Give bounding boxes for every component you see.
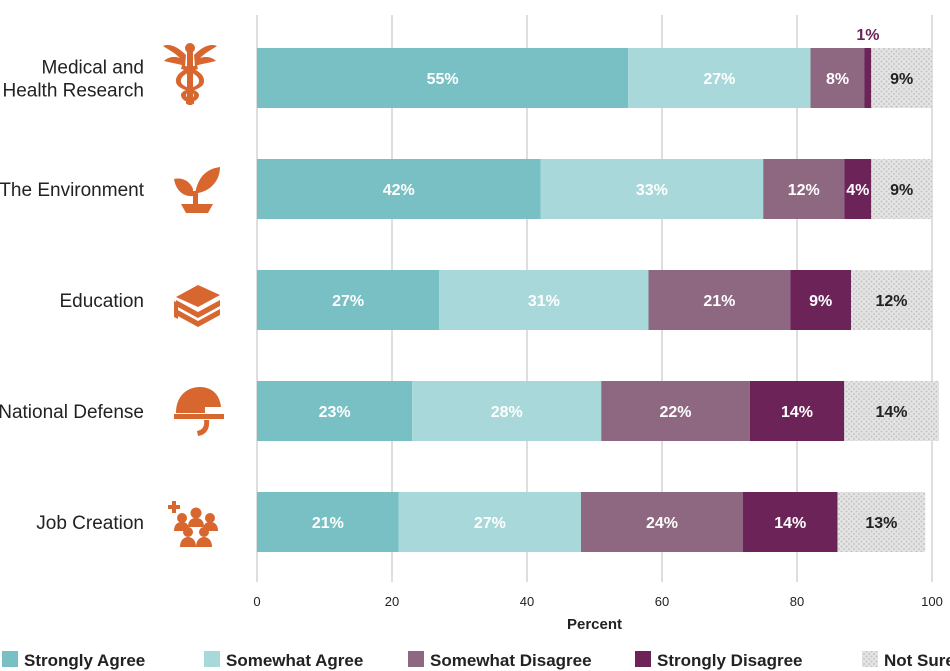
tick-label: 80: [790, 594, 804, 609]
legend-item: Strongly Agree: [2, 651, 145, 670]
bar-segment: [398, 492, 581, 552]
caduceus-icon: [163, 43, 217, 105]
data-label: 27%: [474, 515, 506, 532]
legend-label: Not Sure: [884, 651, 950, 670]
data-label: 21%: [312, 515, 344, 532]
data-label: 27%: [332, 293, 364, 310]
data-label: 14%: [774, 515, 806, 532]
legend-label: Somewhat Agree: [226, 651, 363, 670]
military-helmet-icon: [174, 387, 224, 436]
data-label: 4%: [846, 182, 869, 199]
data-label: 14%: [781, 404, 813, 421]
bar-segment: [412, 381, 602, 441]
data-label: 33%: [636, 182, 668, 199]
tick-label: 20: [385, 594, 399, 609]
data-label: 22%: [659, 404, 691, 421]
data-label: 13%: [865, 515, 897, 532]
bar-segment: [257, 159, 541, 219]
books-icon: [174, 285, 220, 327]
legend-label: Strongly Disagree: [657, 651, 803, 670]
bar-segment: [257, 492, 399, 552]
plant-sprout-icon: [174, 167, 220, 213]
category-label: Health Research: [2, 81, 144, 102]
tick-label: 100: [921, 594, 943, 609]
data-label: 12%: [875, 293, 907, 310]
legend-item: Not Sure: [862, 651, 950, 670]
category-label: Education: [59, 291, 144, 312]
data-label: 23%: [319, 404, 351, 421]
legend-item: Somewhat Agree: [204, 651, 363, 670]
bar-segment: [743, 492, 838, 552]
bar-segment: [257, 48, 629, 108]
category-label: The Environment: [0, 180, 145, 201]
bar-segment: [871, 48, 932, 108]
category-label: Job Creation: [36, 513, 144, 534]
bar-segment: [851, 270, 932, 330]
legend-swatch: [862, 651, 878, 667]
people-group-plus-icon: [168, 501, 218, 547]
data-label: 12%: [788, 182, 820, 199]
tick-label: 60: [655, 594, 669, 609]
tick-label: 0: [253, 594, 260, 609]
bar-segment: [257, 381, 413, 441]
bar-segment: [837, 492, 926, 552]
bar-segment: [439, 270, 649, 330]
bar-segment: [601, 381, 750, 441]
data-label: 9%: [809, 293, 832, 310]
bar-segment: [864, 48, 872, 108]
legend-label: Strongly Agree: [24, 651, 145, 670]
data-label: 55%: [427, 71, 459, 88]
legend-swatch: [408, 651, 424, 667]
bar-segment: [648, 270, 791, 330]
bar-segment: [581, 492, 743, 552]
data-label: 21%: [703, 293, 735, 310]
tick-label: 40: [520, 594, 534, 609]
bar-segment: [871, 159, 932, 219]
bar-segment: [540, 159, 764, 219]
data-label: 9%: [890, 71, 913, 88]
legend-item: Somewhat Disagree: [408, 651, 592, 670]
data-label: 24%: [646, 515, 678, 532]
bar-segment: [844, 381, 939, 441]
data-label: 28%: [491, 404, 523, 421]
data-label: 31%: [528, 293, 560, 310]
category-label: National Defense: [0, 402, 144, 423]
bar-segment: [810, 48, 865, 108]
bar-segment: [844, 159, 872, 219]
legend-item: Strongly Disagree: [635, 651, 803, 670]
bar-segment: [749, 381, 845, 441]
legend-swatch: [635, 651, 651, 667]
bar-segment: [790, 270, 851, 330]
bar-segment: [628, 48, 811, 108]
data-label: 8%: [826, 71, 849, 88]
x-axis-title: Percent: [567, 616, 622, 633]
category-label: Medical and: [42, 58, 144, 79]
legend-swatch: [204, 651, 220, 667]
data-label: 42%: [383, 182, 415, 199]
legend-label: Somewhat Disagree: [430, 651, 592, 670]
legend-swatch: [2, 651, 18, 667]
data-label: 9%: [890, 182, 913, 199]
data-label: 1%: [856, 27, 879, 44]
data-label: 27%: [703, 71, 735, 88]
data-label: 14%: [875, 404, 907, 421]
bar-segment: [257, 270, 440, 330]
bar-segment: [763, 159, 845, 219]
